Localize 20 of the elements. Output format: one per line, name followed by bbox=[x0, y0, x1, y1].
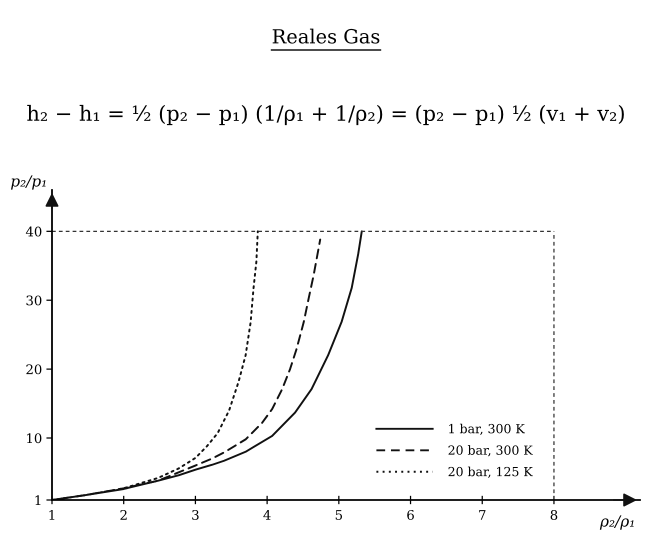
x-tick-label: 7 bbox=[479, 510, 486, 520]
y-tick-label: 30 bbox=[26, 295, 42, 306]
y-tick-label: 40 bbox=[26, 226, 42, 237]
x-tick-label: 5 bbox=[336, 510, 342, 520]
chart-title: Reales Gas bbox=[272, 28, 380, 44]
y-tick-label: 10 bbox=[27, 433, 42, 444]
x-tick-label: 4 bbox=[263, 510, 271, 520]
x-tick-label: 1 bbox=[49, 510, 54, 520]
x-tick-label: 2 bbox=[120, 510, 127, 520]
legend-label: 20 bar, 125 K bbox=[448, 466, 533, 478]
chart-subtitle: h₂ − h₁ = ½ (p₂ − p₁) (1/ρ₁ + 1/ρ₂) = (p₂ − p₁) ½ (v₁ + v₂) bbox=[27, 104, 624, 126]
y-tick-label: 20 bbox=[26, 364, 42, 374]
legend-label: 1 bar, 300 K bbox=[449, 424, 525, 435]
y-axis-title: p₂/p₁ bbox=[10, 175, 46, 190]
x-tick-label: 3 bbox=[192, 510, 199, 520]
y-tick-label: 1 bbox=[35, 495, 40, 506]
x-tick-label: 6 bbox=[407, 510, 414, 520]
x-tick-label: 8 bbox=[550, 510, 558, 520]
x-axis-title: ρ₂/ρ₁ bbox=[600, 515, 634, 530]
legend-label: 20 bar, 300 K bbox=[448, 445, 533, 456]
